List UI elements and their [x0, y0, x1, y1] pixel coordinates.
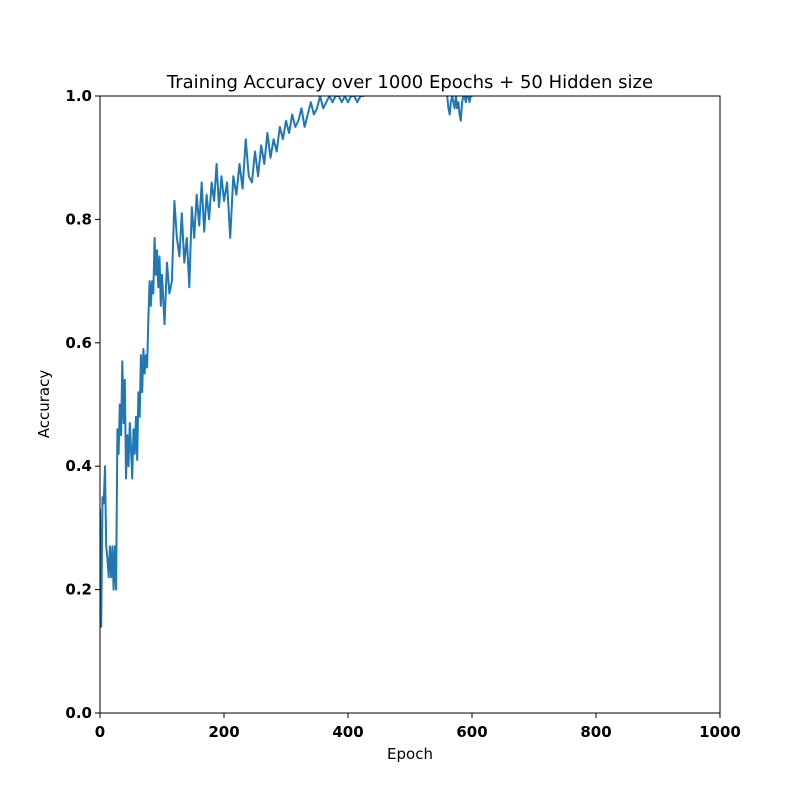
- x-tick-label: 600: [456, 723, 487, 741]
- accuracy-series-line-1: [100, 96, 365, 628]
- x-tick-label: 800: [580, 723, 611, 741]
- x-tick-label: 1000: [699, 723, 741, 741]
- y-tick-label: 0.8: [65, 210, 92, 228]
- y-tick-label: 0.6: [65, 334, 92, 352]
- y-tick-label: 0.0: [65, 704, 92, 722]
- y-tick-label: 0.4: [65, 457, 92, 475]
- x-tick-label: 400: [332, 723, 363, 741]
- y-axis-label: Accuracy: [35, 370, 53, 439]
- y-axis: 0.0 0.2 0.4 0.6 0.8 1.0: [65, 87, 100, 722]
- accuracy-series-line-2: [446, 96, 473, 122]
- plot-area: [99, 95, 721, 714]
- y-tick-label: 1.0: [65, 87, 92, 105]
- x-axis-label: Epoch: [387, 745, 433, 763]
- plot-frame: [99, 95, 721, 714]
- x-tick-label: 200: [208, 723, 239, 741]
- series-layer: [100, 96, 473, 628]
- x-tick-label: 0: [95, 723, 105, 741]
- chart-title: Training Accuracy over 1000 Epochs + 50 …: [166, 72, 653, 93]
- y-tick-label: 0.2: [65, 581, 92, 599]
- x-axis: 0 200 400 600 800 1000: [95, 713, 741, 741]
